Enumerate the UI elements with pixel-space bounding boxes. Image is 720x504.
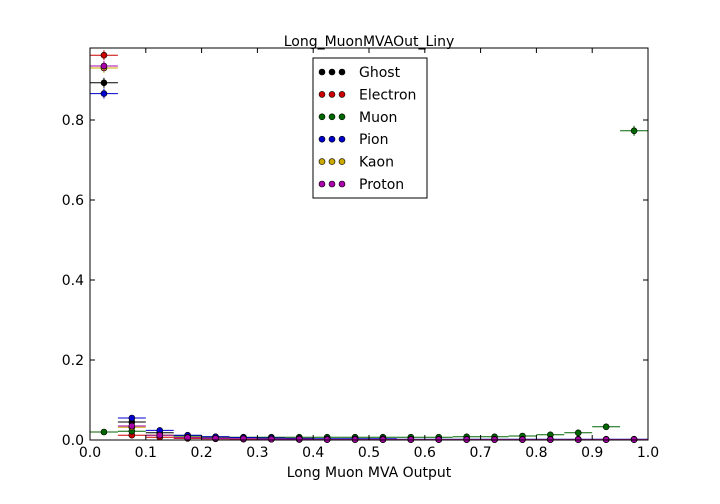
proton-point [184, 434, 191, 441]
proton-point [240, 435, 247, 443]
muon-point [100, 428, 108, 436]
proton-point [100, 62, 108, 70]
y-tick-label: 0.2 [62, 353, 84, 369]
legend-marker-electron [328, 91, 336, 98]
legend-marker-pion [318, 135, 326, 143]
electron-point [100, 51, 108, 59]
legend-label-ghost: Ghost [359, 65, 401, 81]
legend-marker-ghost [338, 68, 346, 76]
proton-point [128, 422, 136, 430]
legend-marker-kaon [328, 158, 336, 165]
x-tick-label: 0.9 [581, 445, 603, 461]
ghost-point [100, 79, 108, 87]
legend-marker-ghost [318, 68, 326, 76]
x-tick-label: 0.7 [469, 445, 491, 461]
legend-label-proton: Proton [359, 177, 404, 193]
x-tick-label: 0.2 [190, 445, 212, 461]
legend-marker-electron [338, 91, 346, 98]
y-tick-label: 0.6 [62, 193, 84, 209]
proton-point [268, 435, 275, 443]
legend-box [312, 57, 428, 199]
x-axis-label: Long Muon MVA Output [287, 465, 452, 481]
x-tick-label: 0.0 [79, 445, 101, 461]
x-tick-label: 0.4 [302, 445, 324, 461]
legend: Ghost Electron Muon Pion Kaon Proton [312, 57, 428, 199]
legend-marker-pion [338, 135, 346, 143]
legend-marker-muon [328, 113, 336, 121]
legend-label-kaon: Kaon [359, 155, 394, 171]
legend-marker-proton [338, 180, 346, 188]
x-tick-label: 0.1 [135, 445, 157, 461]
legend-marker-kaon [338, 158, 346, 165]
x-tick-label: 0.3 [246, 445, 268, 461]
proton-point [156, 431, 164, 439]
chart-title: Long_MuonMVAOut_Liny [284, 34, 455, 50]
x-tick-label: 0.8 [525, 445, 547, 461]
legend-marker-kaon [318, 158, 326, 165]
muon-point [574, 429, 582, 437]
legend-marker-pion [328, 135, 336, 143]
y-tick-label: 0.8 [62, 113, 84, 129]
legend-marker-ghost [328, 68, 336, 76]
y-tick-label: 0.4 [62, 273, 84, 289]
muon-point [602, 423, 610, 431]
y-tick-label: 0.0 [62, 433, 84, 449]
legend-marker-electron [318, 91, 326, 98]
x-tick-label: 0.5 [358, 445, 380, 461]
proton-point [295, 435, 303, 443]
legend-label-pion: Pion [359, 132, 388, 148]
axes: 0.0 0.1 0.2 0.3 0.4 0.5 0.6 0.7 0.8 0.9 1.0 0.0 0.2 0… [62, 48, 659, 461]
legend-label-electron: Electron [359, 87, 416, 103]
x-tick-label: 0.6 [414, 445, 436, 461]
legend-label-muon: Muon [359, 110, 397, 126]
legend-marker-muon [318, 113, 326, 121]
x-tick-label: 1.0 [637, 445, 659, 461]
muon-point [630, 127, 638, 135]
legend-marker-proton [318, 180, 326, 188]
pion-point [100, 90, 108, 97]
pion-point [128, 414, 136, 422]
legend-marker-proton [328, 180, 336, 188]
legend-marker-muon [338, 113, 346, 121]
